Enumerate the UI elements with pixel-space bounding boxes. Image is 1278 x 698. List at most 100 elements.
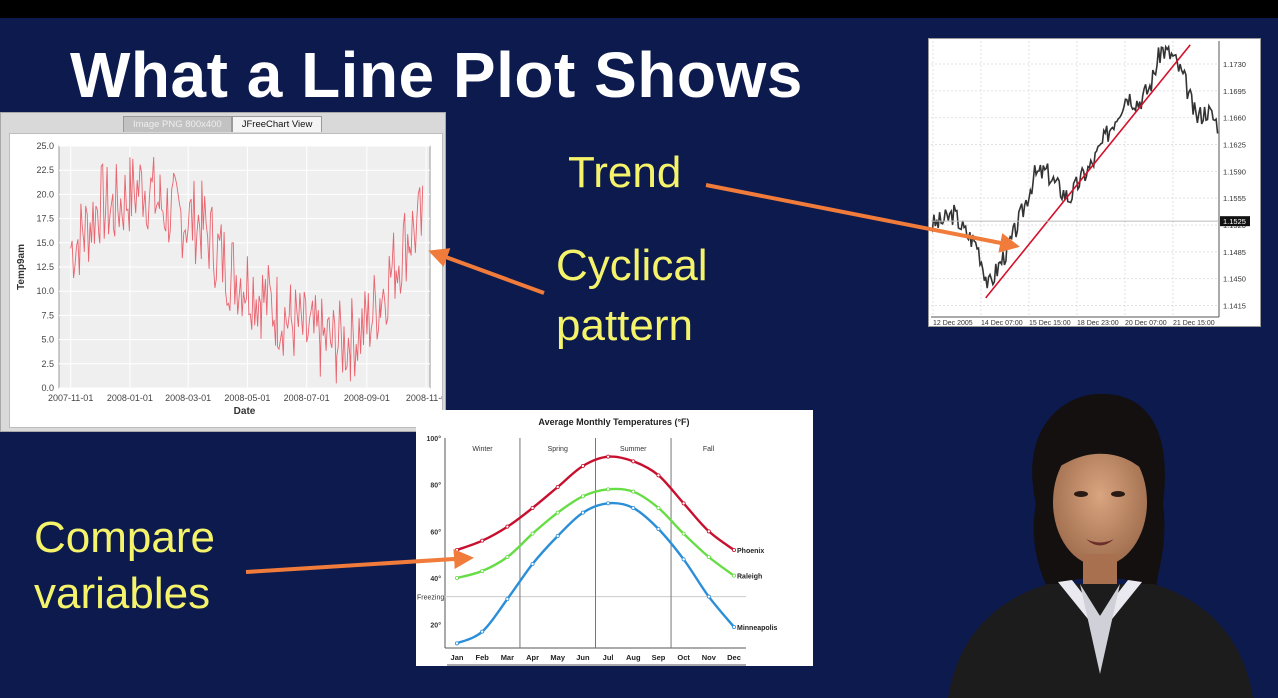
y-tick-label: 1.1625 <box>1223 141 1246 150</box>
x-tick-label: 21 Dec 15:00 <box>1173 320 1215 326</box>
series-point-minneapolis <box>606 501 611 506</box>
presenter-mouth <box>1086 539 1114 546</box>
y-tick-label: 1.1450 <box>1223 275 1246 284</box>
series-point-phoenix <box>530 506 535 511</box>
x-tick-label: 2008-05-01 <box>224 393 270 403</box>
y-tick-label: 0.0 <box>41 383 54 393</box>
series-point-raleigh <box>580 494 585 499</box>
presenter-shirt <box>1080 584 1120 674</box>
series-point-raleigh <box>555 510 560 515</box>
avg-temps-panel: Average Monthly Temperatures (°F) 100° 80°… <box>416 410 813 666</box>
series-point-raleigh <box>631 489 636 494</box>
y-tick-label: 1.1590 <box>1223 167 1246 176</box>
series-point-phoenix <box>455 547 460 552</box>
y-tick-label: 15.0 <box>36 238 54 248</box>
month-tick-label: Jan <box>451 653 464 662</box>
series-point-raleigh <box>530 531 535 536</box>
series-point-minneapolis <box>580 510 585 515</box>
x-tick-label: 15 Dec 15:00 <box>1029 320 1071 326</box>
month-tick-label: Dec <box>727 653 741 662</box>
tab-jfreechart-view[interactable]: JFreeChart View <box>231 116 323 132</box>
series-point-minneapolis <box>505 596 510 601</box>
series-point-minneapolis <box>555 534 560 539</box>
presenter-fringe <box>1050 422 1152 479</box>
series-point-minneapolis <box>681 557 686 562</box>
series-point-phoenix <box>631 459 636 464</box>
y-tick-label: 1.1555 <box>1223 194 1246 203</box>
y-tick-label: 20° <box>430 622 441 630</box>
series-point-raleigh <box>681 531 686 536</box>
presenter-video <box>918 384 1278 698</box>
x-tick-label: 14 Dec 07:00 <box>981 320 1023 326</box>
y-tick-label: 25.0 <box>36 141 54 151</box>
presenter-neck <box>1083 554 1117 586</box>
presenter-collar <box>1058 580 1142 634</box>
series-point-minneapolis <box>731 624 736 629</box>
x-tick-label: 12 Dec 2005 <box>933 320 973 326</box>
y-tick-label: 1.1660 <box>1223 114 1246 123</box>
month-tick-label: May <box>550 653 565 662</box>
y-tick-label: 20.0 <box>36 189 54 199</box>
freezing-label: Freezing <box>417 595 444 602</box>
x-tick-label: 2007-11-01 <box>48 393 93 403</box>
presenter-eye-left <box>1074 491 1088 497</box>
series-point-minneapolis <box>656 527 661 532</box>
season-label: Winter <box>472 446 493 453</box>
series-point-minneapolis <box>480 629 485 634</box>
series-point-raleigh <box>706 554 711 559</box>
series-point-phoenix <box>480 538 485 543</box>
month-tick-label: Feb <box>476 653 490 662</box>
temp9am-chart: 0.0 2.5 5.0 7.5 10.0 12.5 15.0 17.5 20.0 22.5 25.0… <box>16 141 442 417</box>
series-line-phoenix <box>456 455 735 552</box>
presenter-eye-right <box>1111 491 1125 497</box>
series-label-minneapolis: Minneapolis <box>737 625 778 632</box>
current-price-badge <box>1220 216 1250 227</box>
month-tick-label: Aug <box>626 653 641 662</box>
jfreechart-body: 0.0 2.5 5.0 7.5 10.0 12.5 15.0 17.5 20.0 22.5 25.0… <box>9 133 443 428</box>
month-tick-label: Jul <box>603 653 614 662</box>
month-tick-label: Jun <box>576 653 590 662</box>
series-point-phoenix <box>706 529 711 534</box>
trend-line <box>985 44 1191 299</box>
series-line-raleigh <box>456 487 735 580</box>
series-point-minneapolis <box>706 594 711 599</box>
forex-chart: 1.1730 1.1695 1.1660 1.1625 1.1590 1.1555 1.15… <box>930 41 1250 326</box>
series-point-raleigh <box>480 568 485 573</box>
series-point-phoenix <box>505 524 510 529</box>
series-point-phoenix <box>606 454 611 459</box>
callout-compare-line1: Compare <box>34 513 215 562</box>
tab-image-png[interactable]: Image PNG 800x400 <box>123 116 232 132</box>
y-tick-label: 100° <box>427 435 442 443</box>
series-label-phoenix: Phoenix <box>737 548 764 555</box>
series-point-raleigh <box>731 573 736 578</box>
temp9am-series-line <box>70 156 424 384</box>
slide-title: What a Line Plot Shows <box>70 39 803 111</box>
series-point-raleigh <box>656 506 661 511</box>
season-label: Summer <box>620 446 647 453</box>
x-tick-label: 20 Dec 07:00 <box>1125 320 1167 326</box>
y-tick-label: 10.0 <box>36 286 54 296</box>
arrow-cyclical <box>428 248 545 295</box>
season-label: Fall <box>703 446 715 453</box>
series-point-raleigh <box>606 487 611 492</box>
chart-title: Average Monthly Temperatures (°F) <box>538 417 689 427</box>
month-tick-label: Sep <box>652 653 666 662</box>
top-bar <box>0 0 1278 18</box>
y-tick-label: 17.5 <box>36 214 54 224</box>
y-axis-label: Temp9am <box>16 244 27 290</box>
series-line-minneapolis <box>456 501 735 645</box>
y-tick-label: 22.5 <box>36 165 54 175</box>
series-point-raleigh <box>505 554 510 559</box>
series-point-phoenix <box>555 485 560 490</box>
series-label-raleigh: Raleigh <box>737 574 762 581</box>
callout-cyclical-line1: Cyclical <box>556 241 708 290</box>
callout-compare-line2: variables <box>34 569 211 618</box>
forex-chart-panel: 1.1730 1.1695 1.1660 1.1625 1.1590 1.1555 1.15… <box>928 38 1261 327</box>
avg-temps-chart: Average Monthly Temperatures (°F) 100° 80°… <box>417 417 778 666</box>
callout-cyclical-line2: pattern <box>556 301 693 350</box>
y-tick-label: 12.5 <box>36 262 54 272</box>
x-tick-label: 2008-07-01 <box>284 393 330 403</box>
x-tick-label: 2008-09-01 <box>344 393 390 403</box>
price-series-line <box>930 44 1219 289</box>
month-tick-label: Oct <box>677 653 690 662</box>
